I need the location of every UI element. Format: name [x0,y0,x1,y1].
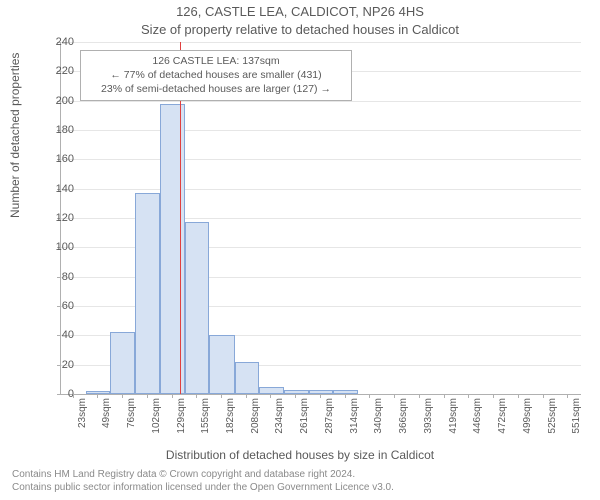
title-main: 126, CASTLE LEA, CALDICOT, NP26 4HS [0,4,600,19]
x-tick-mark [468,394,469,398]
x-tick-mark [221,394,222,398]
histogram-bar [135,193,159,394]
x-tick-label: 446sqm [472,398,483,438]
grid-line [61,42,581,43]
x-tick-mark [196,394,197,398]
x-tick-mark [270,394,271,398]
x-tick-mark [394,394,395,398]
y-tick-label: 120 [44,212,74,224]
x-tick-label: 261sqm [299,398,310,438]
title-sub: Size of property relative to detached ho… [0,22,600,37]
histogram-bar [209,335,234,394]
x-tick-label: 366sqm [398,398,409,438]
y-tick-label: 80 [44,271,74,283]
annotation-line-3: 23% of semi-detached houses are larger (… [87,82,345,96]
x-tick-label: 551sqm [571,398,582,438]
y-tick-label: 20 [44,359,74,371]
x-tick-mark [320,394,321,398]
x-tick-label: 23sqm [77,398,88,438]
x-tick-label: 340sqm [373,398,384,438]
footer-line-2: Contains public sector information licen… [12,481,394,494]
y-tick-label: 40 [44,329,74,341]
x-tick-mark [246,394,247,398]
grid-line [61,130,581,131]
x-tick-mark [543,394,544,398]
x-tick-label: 314sqm [349,398,360,438]
x-tick-mark [567,394,568,398]
x-tick-label: 129sqm [176,398,187,438]
grid-line [61,159,581,160]
footer: Contains HM Land Registry data © Crown c… [12,468,394,494]
x-tick-mark [419,394,420,398]
histogram-bar [185,222,209,394]
x-tick-mark [73,394,74,398]
x-tick-label: 472sqm [497,398,508,438]
chart-container: 126, CASTLE LEA, CALDICOT, NP26 4HS Size… [0,0,600,500]
y-tick-label: 60 [44,300,74,312]
y-tick-label: 0 [44,388,74,400]
x-tick-label: 155sqm [200,398,211,438]
x-tick-label: 76sqm [126,398,137,438]
x-tick-label: 182sqm [225,398,236,438]
y-tick-label: 240 [44,36,74,48]
x-tick-label: 525sqm [547,398,558,438]
x-tick-label: 499sqm [522,398,533,438]
x-tick-mark [369,394,370,398]
grid-line [61,101,581,102]
histogram-bar [110,332,135,394]
histogram-bar [235,362,259,394]
x-tick-mark [122,394,123,398]
y-tick-label: 140 [44,183,74,195]
grid-line [61,189,581,190]
x-tick-mark [518,394,519,398]
histogram-bar [259,387,284,394]
x-tick-mark [97,394,98,398]
annotation-line-2: ← 77% of detached houses are smaller (43… [87,68,345,82]
x-tick-label: 49sqm [101,398,112,438]
x-tick-mark [493,394,494,398]
x-tick-mark [172,394,173,398]
x-tick-mark [345,394,346,398]
annotation-box: 126 CASTLE LEA: 137sqm ← 77% of detached… [80,50,352,101]
footer-line-1: Contains HM Land Registry data © Crown c… [12,468,394,481]
annotation-line-1: 126 CASTLE LEA: 137sqm [87,54,345,68]
x-tick-mark [295,394,296,398]
y-tick-label: 200 [44,95,74,107]
x-tick-label: 208sqm [250,398,261,438]
x-tick-label: 287sqm [324,398,335,438]
x-tick-mark [147,394,148,398]
x-tick-label: 234sqm [274,398,285,438]
y-tick-label: 220 [44,65,74,77]
y-tick-label: 180 [44,124,74,136]
x-tick-label: 102sqm [151,398,162,438]
y-tick-label: 160 [44,153,74,165]
y-axis-label: Number of detached properties [8,53,22,218]
histogram-bar [284,390,308,394]
x-tick-label: 419sqm [448,398,459,438]
x-axis-label: Distribution of detached houses by size … [0,448,600,462]
x-tick-mark [444,394,445,398]
y-tick-label: 100 [44,241,74,253]
x-tick-label: 393sqm [423,398,434,438]
